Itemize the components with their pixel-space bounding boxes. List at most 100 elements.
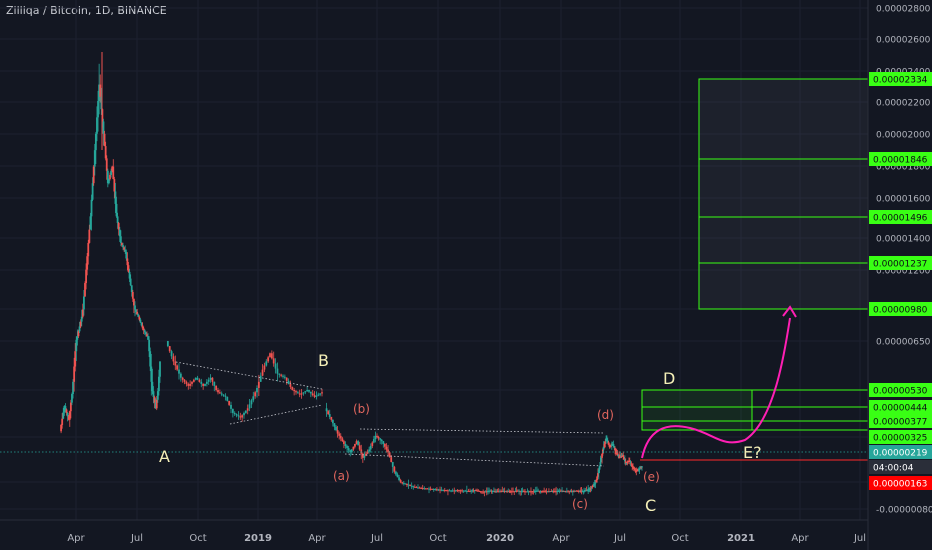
candle-body xyxy=(516,490,519,492)
candle-body xyxy=(202,383,205,386)
candle-body xyxy=(635,471,638,473)
candle-body xyxy=(336,430,339,434)
candle-body xyxy=(469,491,471,493)
candle-body xyxy=(619,457,621,459)
candle-body xyxy=(304,391,307,393)
candle-body xyxy=(192,379,195,382)
price-marker-label: 0.00000377 xyxy=(873,418,927,428)
price-marker-bg xyxy=(869,72,932,86)
price-tick-label: 0.00001400 xyxy=(876,235,931,245)
candle-body xyxy=(533,490,536,492)
candle-body xyxy=(147,336,149,340)
price-axis[interactable]: 0.000028000.000026000.000024000.00002200… xyxy=(867,0,932,550)
candle-body xyxy=(246,408,249,411)
candle-body xyxy=(588,489,591,490)
candle-body xyxy=(388,452,391,458)
candle-body xyxy=(74,351,77,367)
candle-body xyxy=(638,468,641,470)
candle-body xyxy=(233,412,236,415)
candle-body xyxy=(627,461,630,463)
candle-body xyxy=(86,256,89,270)
candle-body xyxy=(339,435,342,439)
candle-body xyxy=(512,491,514,493)
candle-body xyxy=(278,373,281,375)
candle-body xyxy=(531,491,534,493)
candle-body xyxy=(494,491,497,493)
wave-label-b: (b) xyxy=(353,402,370,416)
candle-body xyxy=(498,491,501,493)
candle-body xyxy=(623,457,625,460)
candle-body xyxy=(189,383,192,386)
candle-body xyxy=(243,412,245,416)
candle-body xyxy=(525,491,528,493)
time-tick-label: Apr xyxy=(67,533,85,544)
candle-body xyxy=(65,409,68,413)
candle-body xyxy=(633,468,636,471)
candle-body xyxy=(218,392,221,394)
candle-body xyxy=(156,391,159,400)
candle-body xyxy=(550,491,553,492)
candle-body xyxy=(390,457,393,462)
candle-body xyxy=(409,485,412,487)
candles xyxy=(60,52,643,497)
candle-body xyxy=(61,418,64,425)
candle-body xyxy=(484,491,487,493)
candle-body xyxy=(352,446,355,450)
candle-body xyxy=(602,446,605,450)
candle-body xyxy=(454,490,457,492)
candle-body xyxy=(127,265,130,272)
price-marker-bg xyxy=(869,430,932,444)
candle-body xyxy=(261,369,264,376)
price-marker-label: 04:00:04 xyxy=(873,464,914,474)
candle-body xyxy=(72,381,74,395)
candle-body xyxy=(524,491,526,493)
candle-body xyxy=(589,488,592,490)
candle-body xyxy=(639,467,642,469)
candle-body xyxy=(540,491,543,493)
candle-body xyxy=(481,491,483,493)
candle-body xyxy=(487,490,489,492)
candle-body xyxy=(462,490,465,492)
candle-body xyxy=(493,491,495,493)
candle-body xyxy=(130,285,133,292)
candle-body xyxy=(459,490,462,492)
candle-body xyxy=(63,406,66,413)
candle-body xyxy=(77,331,80,337)
candle-body xyxy=(485,491,488,493)
candle-body xyxy=(432,489,435,490)
candle-body xyxy=(424,488,427,490)
candle-body xyxy=(632,466,634,468)
candle-body xyxy=(595,480,598,483)
candle-body xyxy=(317,394,320,396)
price-tick-label: 0.00001800 xyxy=(876,163,931,173)
time-axis[interactable]: Apr Jul Oct 2019 Apr Jul Oct 2020 Apr Jul Oct 2021 A… xyxy=(0,519,868,544)
candle-body xyxy=(620,455,623,457)
candle-body xyxy=(477,490,480,492)
candle-body xyxy=(71,394,73,403)
candle-body xyxy=(121,242,123,246)
candle-body xyxy=(376,435,378,437)
candle-body xyxy=(296,392,299,394)
candle-body xyxy=(154,402,157,409)
candle-body xyxy=(96,117,98,134)
candle-body xyxy=(410,485,413,487)
candle-body xyxy=(616,453,619,456)
candle-body xyxy=(570,491,573,493)
candle-body xyxy=(209,377,212,380)
candle-body xyxy=(222,394,225,396)
candle-body xyxy=(137,314,140,317)
candle-body xyxy=(497,491,500,493)
candle-body xyxy=(501,491,504,493)
candle-body xyxy=(183,379,186,382)
target-zone-rect xyxy=(698,78,869,310)
candle-body xyxy=(257,381,260,388)
candle-body xyxy=(608,444,611,447)
candle-body xyxy=(369,446,372,450)
candle-body xyxy=(520,490,523,492)
candle-body xyxy=(191,381,193,384)
candle-body xyxy=(545,491,548,493)
candle-body xyxy=(398,477,400,481)
candle-body xyxy=(612,443,615,447)
wave-label-D: D xyxy=(663,369,675,388)
